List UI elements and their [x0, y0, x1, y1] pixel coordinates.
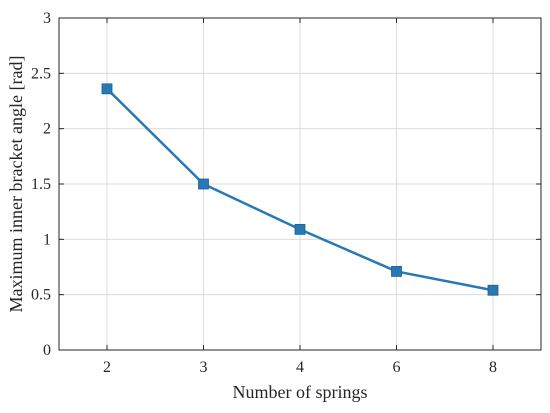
- y-tick-label: 1: [43, 231, 51, 248]
- y-axis-label: Maximum inner bracket angle [rad]: [6, 56, 26, 313]
- x-tick-label: 8: [489, 359, 497, 376]
- x-tick-label: 2: [103, 359, 111, 376]
- data-point-marker: [101, 83, 113, 95]
- y-tick-label: 1.5: [31, 176, 51, 193]
- y-tick-label: 3: [43, 10, 51, 27]
- data-point-marker: [487, 284, 499, 296]
- data-point-marker: [294, 223, 306, 235]
- x-tick-label: 4: [296, 359, 304, 376]
- grid: [59, 18, 541, 350]
- y-tick-label: 2: [43, 121, 51, 138]
- x-tick-label: 6: [393, 359, 401, 376]
- data-point-marker: [198, 178, 209, 190]
- x-tick-label: 3: [200, 359, 208, 376]
- y-tick-label: 0.5: [31, 287, 51, 304]
- axis-ticks: 0 0.5 1 1.5 2 2.5 3 2 3 4 6 8: [31, 10, 541, 376]
- data-point-marker: [391, 266, 402, 277]
- y-tick-label: 0: [43, 342, 51, 359]
- y-tick-label: 2.5: [31, 65, 51, 82]
- x-axis-label: Number of springs: [233, 382, 368, 402]
- series-layer: [101, 83, 499, 296]
